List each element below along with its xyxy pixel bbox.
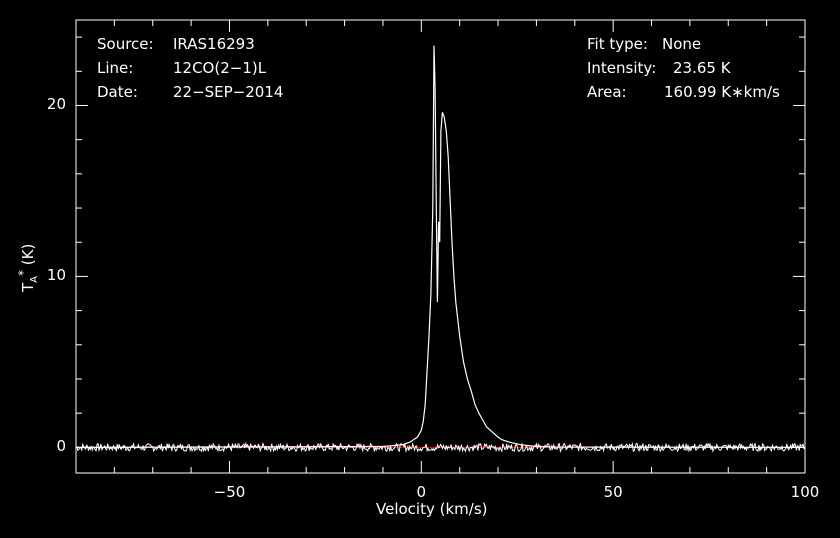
x-tick-label: 100 bbox=[790, 483, 820, 501]
fit-type-label: Fit type: bbox=[587, 35, 648, 53]
x-axis-label: Velocity (km/s) bbox=[376, 500, 488, 518]
y-axis-label-unit: (K) bbox=[19, 243, 37, 270]
intensity-value: 23.65 K bbox=[673, 59, 731, 77]
x-tick-label: −50 bbox=[213, 483, 246, 501]
y-axis-label: TA* (K) bbox=[16, 244, 40, 292]
area-value: 160.99 K∗km/s bbox=[664, 83, 780, 101]
y-axis-label-sub: A bbox=[29, 275, 40, 283]
y-axis-label-sup: * bbox=[16, 269, 30, 276]
source-label: Source: bbox=[97, 35, 154, 53]
y-tick-label: 10 bbox=[46, 266, 66, 285]
axis-ticks bbox=[76, 20, 806, 473]
x-tick-label: 50 bbox=[603, 483, 623, 501]
line-label: Line: bbox=[97, 59, 134, 77]
area-label: Area: bbox=[587, 83, 627, 101]
plot-frame bbox=[75, 19, 806, 474]
x-tick-label: 0 bbox=[416, 483, 427, 501]
y-tick-label: 20 bbox=[46, 95, 66, 114]
baseline-noise bbox=[75, 441, 806, 454]
spectrum-series bbox=[75, 45, 806, 448]
y-tick-label: 0 bbox=[56, 437, 66, 456]
fit-type-value: None bbox=[662, 35, 702, 53]
date-value: 22−SEP−2014 bbox=[173, 83, 284, 101]
line-value: 12CO(2−1)L bbox=[173, 59, 267, 77]
intensity-label: Intensity: bbox=[587, 59, 657, 77]
y-axis-label-main: T bbox=[19, 282, 37, 292]
source-value: IRAS16293 bbox=[173, 35, 255, 53]
date-label: Date: bbox=[97, 83, 138, 101]
